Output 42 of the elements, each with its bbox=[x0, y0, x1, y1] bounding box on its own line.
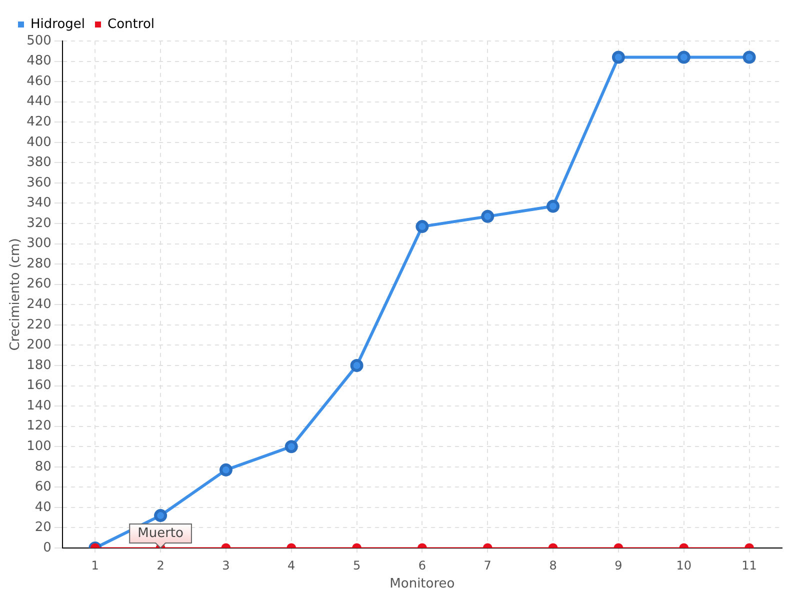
y-tick-label: 60 bbox=[34, 480, 52, 495]
y-tick-label: 320 bbox=[26, 216, 52, 231]
y-tick-label: 20 bbox=[34, 520, 52, 536]
x-tick-label: 9 bbox=[614, 558, 622, 572]
x-tick-label: 1 bbox=[91, 558, 99, 572]
y-tick-label: 280 bbox=[26, 256, 52, 272]
y-tick-label: 100 bbox=[26, 438, 52, 454]
y-tick-label: 340 bbox=[26, 196, 52, 211]
y-tick-label: 0 bbox=[43, 540, 52, 556]
x-axis-title: Monitoreo bbox=[390, 576, 455, 592]
x-tick-label: 5 bbox=[352, 558, 361, 572]
legend-label: Control bbox=[108, 16, 155, 32]
y-axis-title: Crecimiento (cm) bbox=[8, 238, 24, 351]
x-tick-label: 10 bbox=[676, 558, 692, 572]
y-tick-label: 120 bbox=[26, 418, 52, 434]
x-tick-label: 6 bbox=[418, 558, 426, 572]
y-tick-label: 380 bbox=[26, 155, 52, 170]
x-tick-label: 7 bbox=[484, 558, 492, 572]
y-tick-label: 80 bbox=[34, 459, 52, 474]
x-tick-label: 3 bbox=[222, 558, 230, 572]
y-tick-label: 400 bbox=[26, 134, 52, 150]
y-tick-label: 460 bbox=[26, 74, 52, 89]
x-tick-label: 4 bbox=[288, 558, 296, 572]
y-tick-label: 440 bbox=[26, 94, 52, 110]
y-tick-label: 140 bbox=[26, 398, 52, 414]
y-tick-label: 240 bbox=[26, 297, 52, 312]
y-tick-label: 220 bbox=[26, 317, 52, 332]
x-tick-label: 11 bbox=[742, 558, 757, 572]
y-tick-label: 200 bbox=[26, 338, 52, 353]
y-tick-label: 300 bbox=[26, 236, 52, 252]
y-tick-label: 160 bbox=[26, 378, 52, 394]
x-tick-label: 8 bbox=[549, 558, 557, 572]
legend-label: Hidrogel bbox=[30, 16, 86, 32]
y-tick-label: 180 bbox=[26, 358, 52, 373]
x-tick-label: 2 bbox=[156, 558, 164, 572]
y-tick-label: 420 bbox=[26, 114, 52, 130]
y-tick-label: 480 bbox=[26, 54, 52, 69]
y-tick-label: 40 bbox=[34, 500, 52, 515]
y-tick-label: 360 bbox=[26, 175, 52, 190]
y-tick-label: 260 bbox=[26, 276, 52, 292]
annotation: Muerto bbox=[138, 526, 184, 541]
y-tick-label: 500 bbox=[26, 33, 52, 48]
